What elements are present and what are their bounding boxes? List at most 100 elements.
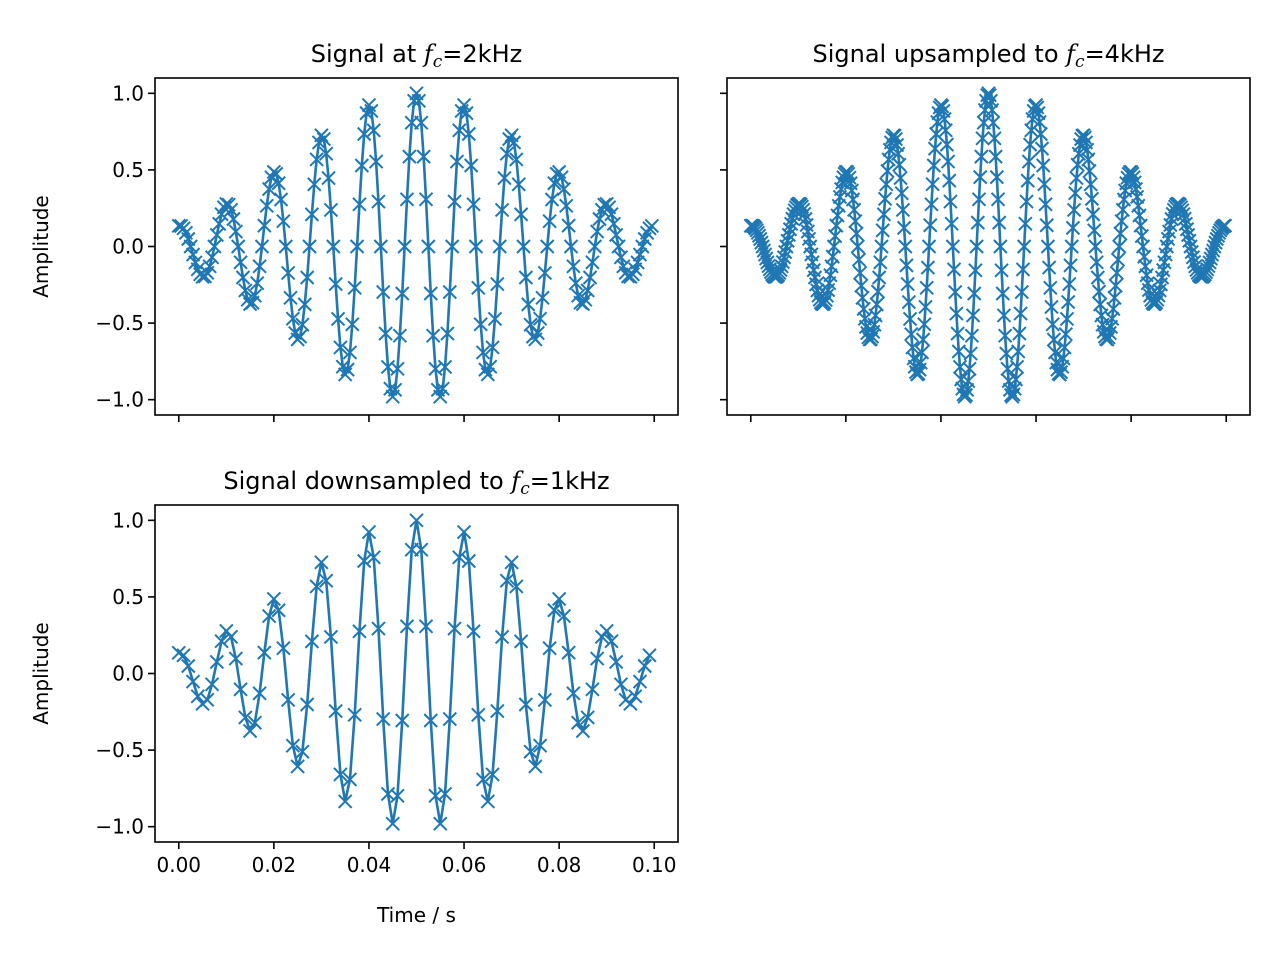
title-subscript: c — [1075, 52, 1085, 72]
title-prefix: Signal at — [311, 40, 424, 68]
data-point — [592, 211, 607, 227]
data-point — [780, 233, 795, 248]
data-point — [781, 227, 797, 243]
data-point — [230, 239, 246, 254]
data-point — [949, 306, 964, 321]
data-point — [364, 103, 379, 119]
data-point — [915, 332, 931, 347]
data-point — [1179, 222, 1195, 237]
series-group — [171, 86, 660, 404]
data-point — [1069, 170, 1084, 186]
data-point — [911, 366, 926, 381]
data-point — [850, 239, 865, 254]
data-point — [314, 555, 329, 570]
data-point — [1090, 270, 1106, 285]
data-point — [1083, 177, 1098, 192]
data-point — [480, 367, 496, 382]
data-point — [209, 227, 225, 243]
data-point — [1178, 216, 1194, 232]
data-point — [988, 149, 1003, 164]
data-point — [492, 239, 507, 254]
x-tick-label: 0.04 — [347, 853, 392, 877]
data-point — [544, 192, 560, 207]
data-point — [373, 239, 389, 254]
data-point — [1109, 265, 1125, 281]
data-point — [261, 608, 277, 624]
data-point — [376, 284, 391, 300]
data-point — [849, 226, 864, 241]
data-point — [361, 524, 377, 540]
data-point — [904, 326, 919, 342]
data-point — [1089, 255, 1104, 270]
data-point — [755, 239, 770, 254]
data-point — [776, 250, 792, 265]
y-axis-label: Amplitude — [29, 622, 53, 725]
data-point — [440, 326, 455, 341]
data-point — [442, 284, 457, 300]
data-point — [456, 97, 472, 113]
data-point — [1183, 239, 1198, 254]
data-point — [923, 218, 938, 233]
data-point — [925, 177, 940, 192]
data-point — [879, 177, 894, 192]
data-point — [993, 239, 1008, 254]
data-point — [926, 158, 942, 173]
data-point — [278, 239, 293, 254]
data-point — [247, 288, 263, 303]
data-point — [542, 641, 557, 656]
data-point — [1176, 207, 1191, 222]
data-point — [366, 123, 381, 138]
data-point — [378, 326, 393, 341]
data-point — [563, 239, 579, 254]
title-suffix: =4kHz — [1085, 40, 1165, 68]
data-point — [442, 711, 457, 727]
data-point — [580, 710, 595, 725]
data-point — [285, 311, 301, 326]
data-point — [968, 263, 983, 278]
series-group — [743, 86, 1233, 404]
data-point — [238, 710, 253, 725]
data-point — [435, 381, 450, 396]
data-point — [934, 99, 950, 114]
data-point — [273, 192, 289, 207]
data-point — [437, 359, 453, 375]
data-point — [795, 202, 811, 218]
data-point — [323, 202, 339, 218]
data-point — [207, 239, 222, 254]
data-point — [299, 697, 315, 712]
data-point — [1112, 239, 1127, 254]
subplot-2: Signal upsampled to fc=4kHz — [720, 40, 1251, 422]
data-point — [924, 197, 939, 212]
data-point — [575, 723, 591, 739]
data-point — [578, 292, 593, 307]
data-point — [1091, 284, 1107, 299]
data-point — [1030, 100, 1045, 115]
data-point — [261, 181, 277, 197]
data-point — [1180, 227, 1196, 243]
data-point — [233, 255, 248, 270]
data-point — [416, 149, 431, 164]
y-tick-label: −1.0 — [95, 815, 144, 839]
data-point — [963, 346, 978, 361]
data-point — [589, 651, 605, 666]
data-point — [280, 692, 296, 708]
data-point — [1084, 191, 1100, 207]
data-point — [485, 767, 500, 782]
data-point — [982, 88, 997, 103]
data-point — [309, 152, 324, 167]
data-point — [271, 176, 286, 191]
data-point — [851, 252, 867, 267]
data-point — [585, 255, 600, 270]
data-point — [946, 262, 962, 277]
title-subscript: c — [433, 52, 443, 72]
data-point — [1058, 326, 1073, 342]
data-point — [509, 579, 524, 594]
data-point — [969, 239, 984, 254]
data-point — [961, 373, 976, 389]
data-point — [1110, 252, 1126, 267]
data-point — [513, 634, 529, 649]
data-point — [901, 294, 917, 310]
data-point — [604, 634, 619, 649]
data-point — [1057, 340, 1072, 355]
